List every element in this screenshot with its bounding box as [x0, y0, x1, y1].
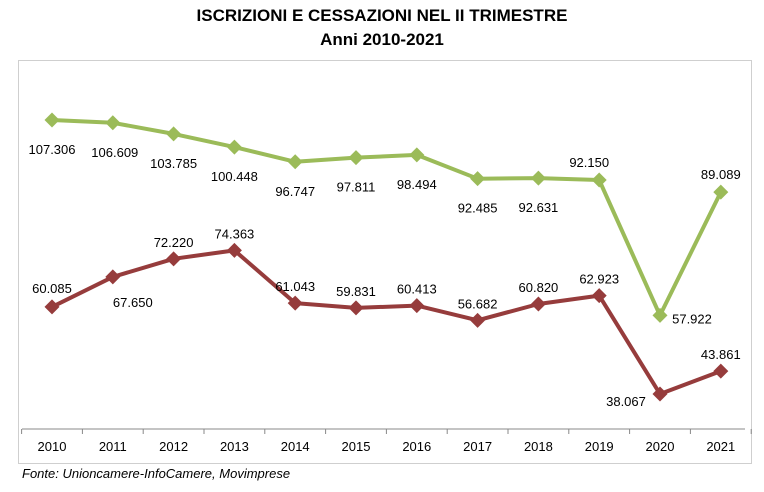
data-point-marker [105, 269, 121, 285]
data-label: 38.067 [606, 394, 646, 409]
data-label: 89.089 [701, 167, 741, 182]
data-point-marker [530, 170, 546, 186]
x-tick-label: 2011 [99, 439, 127, 454]
data-point-marker [713, 363, 729, 379]
x-tick-marks [21, 429, 752, 434]
data-point-marker [591, 288, 607, 304]
data-labels: 107.306 106.609 103.785 100.448 96.747 97.811… [29, 142, 741, 409]
x-tick-label: 2015 [342, 439, 371, 454]
data-label: 98.494 [397, 177, 437, 192]
data-label: 60.820 [519, 280, 559, 295]
x-tick-label: 2018 [524, 439, 553, 454]
series-line-1 [50, 118, 723, 318]
chart-subtitle: Anni 2010-2021 [320, 30, 444, 49]
data-label: 97.811 [337, 180, 376, 195]
x-tick-label: 2014 [281, 439, 310, 454]
data-point-marker [591, 172, 607, 188]
data-label: 57.922 [672, 311, 712, 326]
chart-title: ISCRIZIONI E CESSAZIONI NEL II TRIMESTRE [196, 6, 568, 25]
data-point-marker [470, 312, 486, 328]
data-point-marker [105, 115, 121, 131]
data-point-marker [348, 300, 364, 316]
data-label: 96.747 [275, 184, 315, 199]
data-point-marker [713, 184, 729, 200]
data-label: 103.785 [150, 156, 197, 171]
data-label: 106.609 [91, 145, 138, 160]
data-label: 67.650 [113, 295, 153, 310]
data-label: 62.923 [579, 272, 619, 287]
data-point-marker [166, 126, 182, 142]
data-point-marker [44, 112, 60, 128]
data-point-marker [409, 298, 425, 314]
data-point-marker [470, 171, 486, 187]
x-tick-label: 2010 [38, 439, 67, 454]
data-point-marker [409, 147, 425, 163]
data-point-marker [348, 150, 364, 166]
data-label: 56.682 [458, 296, 498, 311]
data-point-marker [530, 296, 546, 312]
data-point-marker [652, 307, 668, 323]
data-label: 107.306 [29, 142, 76, 157]
data-label: 60.085 [32, 281, 72, 296]
data-label: 72.220 [154, 235, 194, 250]
data-label: 74.363 [215, 226, 255, 241]
data-point-marker [166, 251, 182, 267]
x-tick-label: 2021 [706, 439, 735, 454]
source-note: Fonte: Unioncamere-InfoCamere, Movimpres… [22, 466, 291, 481]
data-label: 92.485 [458, 201, 498, 216]
x-tick-label: 2012 [159, 439, 188, 454]
data-point-marker [652, 386, 668, 402]
data-point-marker [226, 139, 242, 155]
data-label: 43.861 [701, 347, 741, 362]
data-label: 61.043 [275, 279, 315, 294]
data-label: 60.413 [397, 282, 437, 297]
x-tick-label: 2020 [646, 439, 675, 454]
data-point-marker [287, 154, 303, 170]
data-label: 92.150 [569, 155, 609, 170]
x-tick-labels: 2010 2011 2012 2013 2014 2015 2016 2017 2018 2019… [38, 439, 736, 454]
data-point-marker [287, 295, 303, 311]
x-tick-label: 2016 [402, 439, 431, 454]
data-label: 100.448 [211, 169, 258, 184]
series-line-2 [50, 248, 723, 396]
data-label: 59.831 [336, 284, 376, 299]
x-tick-label: 2019 [585, 439, 614, 454]
data-point-marker [226, 242, 242, 258]
x-tick-label: 2013 [220, 439, 249, 454]
data-point-marker [44, 299, 60, 315]
chart-title-block: ISCRIZIONI E CESSAZIONI NEL II TRIMESTRE… [0, 4, 764, 52]
x-tick-label: 2017 [463, 439, 492, 454]
series-layer [44, 112, 729, 402]
data-label: 92.631 [519, 200, 559, 215]
